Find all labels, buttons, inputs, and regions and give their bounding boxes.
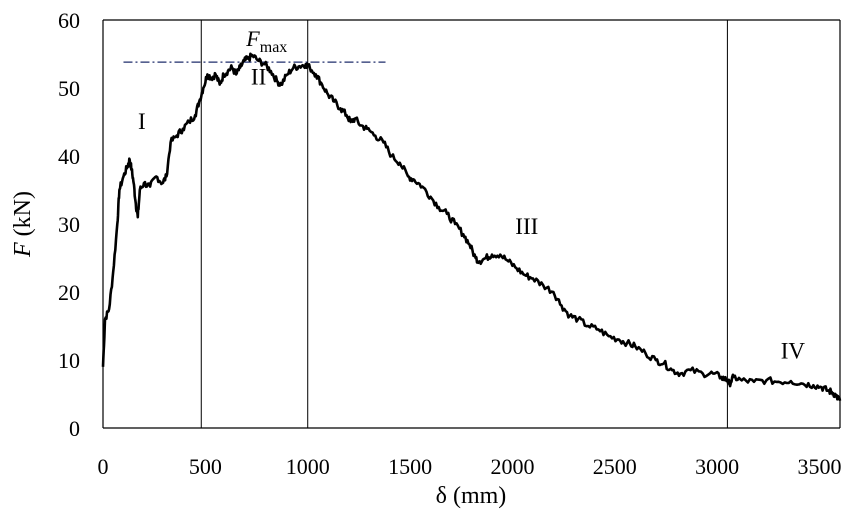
x-tick-label-1: 500 [189,454,222,479]
y-tick-label-3: 30 [58,212,80,237]
y-tick-labels: 0 10 20 30 40 50 60 [58,8,80,441]
x-axis-title: δ (mm) [436,483,507,509]
fmax-label-sub: max [260,39,288,56]
region-label-0: I [138,109,146,134]
x-tick-label-7: 3500 [798,454,842,479]
y-axis-title-var: F [10,242,36,258]
fmax-label: Fmax [245,26,287,56]
x-tick-label-4: 2000 [490,454,534,479]
y-tick-label-6: 60 [58,8,80,33]
x-tick-label-2: 1000 [286,454,330,479]
x-tick-label-5: 2500 [593,454,637,479]
y-axis-title-unit: (kN) [10,191,36,242]
x-tick-labels: 0 500 1000 1500 2000 2500 3000 3500 [98,454,842,479]
series-line-0 [101,52,842,402]
plot-area [102,19,841,429]
series-layer [101,52,842,402]
fmax-label-main: F [245,26,260,51]
x-tick-label-3: 1500 [388,454,432,479]
region-label-1: II [251,65,266,90]
y-tick-label-0: 0 [69,416,80,441]
y-tick-label-1: 10 [58,348,80,373]
fmax-reference: Fmax [123,26,386,63]
y-tick-label-5: 50 [58,76,80,101]
region-label-3: IV [781,339,806,364]
y-tick-label-4: 40 [58,144,80,169]
region-label-2: III [515,214,538,239]
x-tick-label-0: 0 [98,454,109,479]
x-tick-label-6: 3000 [695,454,739,479]
y-tick-label-2: 20 [58,280,80,305]
vertical-markers [200,20,728,428]
y-axis-title: F (kN) [10,191,36,258]
